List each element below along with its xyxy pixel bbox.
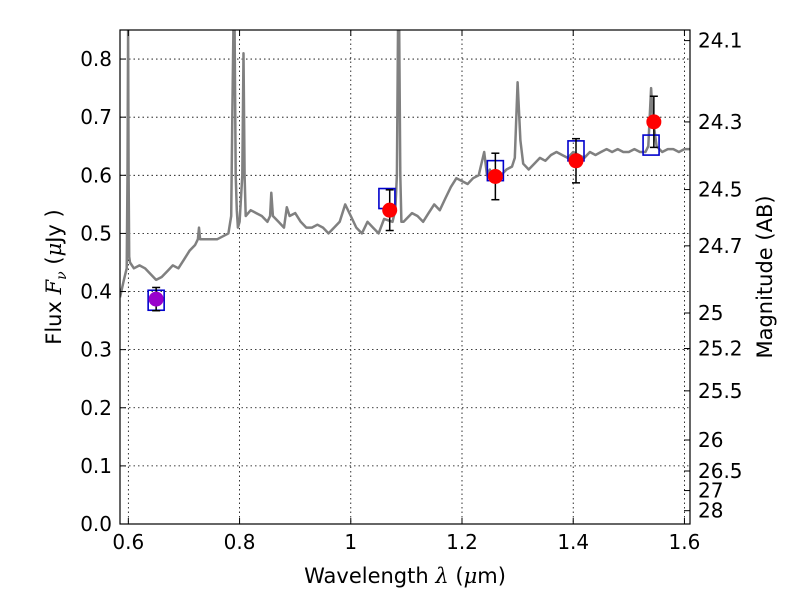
y2-tick-label: 24.3 — [698, 110, 743, 134]
y2-tick-label: 25.2 — [698, 336, 743, 360]
y2-tick-label: 26.5 — [698, 459, 743, 483]
x-tick-label: 0.8 — [224, 530, 256, 554]
x-axis-label: Wavelength λ (μm) — [304, 564, 506, 588]
y-tick-label: 0.2 — [80, 396, 112, 420]
plot-frame — [119, 29, 691, 525]
y-tick-label: 0.0 — [80, 512, 112, 536]
y-axis-label: Flux Fν (μJy ) — [42, 209, 70, 344]
y2-tick-label: 24.1 — [698, 29, 743, 53]
x-tick-label: 0.6 — [112, 530, 144, 554]
x-tick-label: 1.4 — [557, 530, 589, 554]
points-layer — [147, 95, 662, 312]
y2-tick-label: 24.7 — [698, 234, 743, 258]
y-tick-label: 0.8 — [80, 47, 112, 71]
model-point — [642, 134, 660, 156]
x-tick-label: 1.6 — [669, 530, 701, 554]
y2-tick-label: 26 — [698, 428, 723, 452]
spectrum-line — [120, 30, 690, 298]
observed-point — [568, 153, 584, 169]
y2-tick-label: 25.5 — [698, 379, 743, 403]
observed-point — [148, 291, 164, 307]
y-tick-label: 0.1 — [80, 454, 112, 478]
y-tick-label: 0.5 — [80, 221, 112, 245]
grid — [120, 30, 690, 525]
x-tick-label: 1 — [344, 530, 357, 554]
y2-axis-label: Magnitude (AB) — [753, 195, 777, 358]
x-tick-label: 1.2 — [446, 530, 478, 554]
ticks: 0.6 0.8 1 1.2 1.4 1.6 0.0 0.1 0.2 0.3 0.4 0.5 0.6 0.7… — [80, 29, 742, 554]
y-tick-label: 0.3 — [80, 338, 112, 362]
y-tick-label: 0.6 — [80, 163, 112, 187]
observed-point — [646, 114, 662, 130]
observed-point — [382, 202, 398, 218]
y2-tick-label: 24.5 — [698, 178, 743, 202]
y2-tick-label: 25 — [698, 301, 723, 325]
spectrum-layer — [120, 30, 690, 298]
y-tick-label: 0.7 — [80, 105, 112, 129]
observed-point — [487, 168, 503, 184]
y2-tick-label: 28 — [698, 499, 723, 523]
y-tick-label: 0.4 — [80, 280, 112, 304]
y2-tick-label: 27 — [698, 479, 723, 503]
